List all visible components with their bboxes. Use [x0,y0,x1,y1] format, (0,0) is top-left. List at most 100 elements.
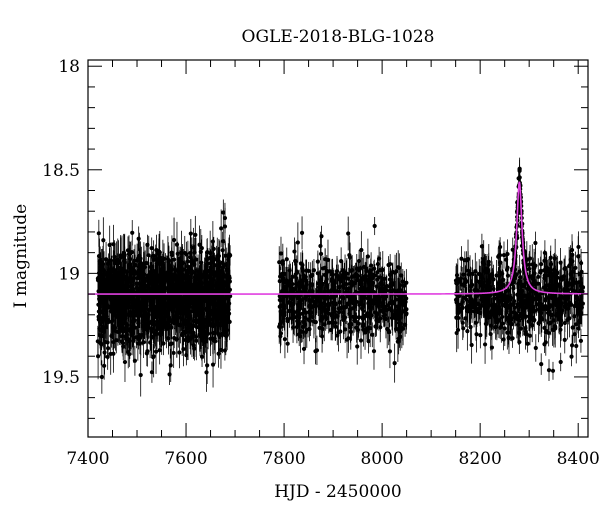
data-point [366,254,370,258]
data-point [191,330,195,334]
data-point [205,258,209,262]
data-point [577,320,581,324]
data-point [113,313,117,317]
data-point [165,321,169,325]
data-point [221,239,225,243]
data-point [152,254,156,258]
data-point [160,311,164,315]
data-point [189,326,193,330]
data-point [160,321,164,325]
data-point [193,233,197,237]
data-point [139,373,143,377]
data-point [185,300,189,304]
data-point [404,312,408,316]
data-point [227,308,231,312]
data-point [343,327,347,331]
data-point [316,271,320,275]
data-point [210,278,214,282]
data-point [326,295,330,299]
data-point [334,325,338,329]
data-point [109,258,113,262]
data-point [186,305,190,309]
data-point [112,255,116,259]
data-point [175,300,179,304]
data-point [152,258,156,262]
data-point [188,279,192,283]
data-point [226,282,230,286]
data-point [377,257,381,261]
data-point [125,329,129,333]
data-point [281,313,285,317]
data-point [346,231,350,235]
data-point [219,316,223,320]
data-point [176,252,180,256]
data-point [101,274,105,278]
data-point [550,313,554,317]
data-point [114,338,118,342]
data-point [136,256,140,260]
data-point [302,320,306,324]
data-point [111,326,115,330]
data-point [121,274,125,278]
data-point [106,346,110,350]
data-point [122,259,126,263]
data-point [194,339,198,343]
data-point [208,286,212,290]
data-point [355,344,359,348]
data-point [181,267,185,271]
data-point [382,314,386,318]
data-point [207,316,211,320]
data-point [220,333,224,337]
data-point [388,289,392,293]
data-point [173,318,177,322]
data-point [349,330,353,334]
data-point [304,279,308,283]
data-point [193,250,197,254]
data-point [351,274,355,278]
data-point [143,295,147,299]
data-point [106,320,110,324]
data-point [553,256,557,260]
data-point [156,320,160,324]
data-point [228,288,232,292]
data-point [128,339,132,343]
data-point [298,307,302,311]
data-point [325,277,329,281]
data-point [211,303,215,307]
data-point [172,336,176,340]
data-point [308,289,312,293]
data-point [167,372,171,376]
data-point [311,315,315,319]
data-point [355,276,359,280]
data-point [195,312,199,316]
data-point [172,238,176,242]
data-point [295,319,299,323]
data-point [191,245,195,249]
data-point [96,354,100,358]
data-point [175,243,179,247]
data-point [152,354,156,358]
data-point [216,263,220,267]
data-point [198,329,202,333]
data-point [321,295,325,299]
data-point [399,273,403,277]
data-point [318,300,322,304]
data-point [280,289,284,293]
data-point [109,334,113,338]
data-point [336,315,340,319]
data-point [106,355,110,359]
data-point [216,296,220,300]
data-point [386,263,390,267]
data-point [370,333,374,337]
data-point [300,231,304,235]
data-point [108,268,112,272]
data-point [221,261,225,265]
data-point [353,304,357,308]
data-point [361,324,365,328]
data-point [189,231,193,235]
data-point [121,329,125,333]
data-point [296,296,300,300]
data-point [182,330,186,334]
data-point [360,307,364,311]
